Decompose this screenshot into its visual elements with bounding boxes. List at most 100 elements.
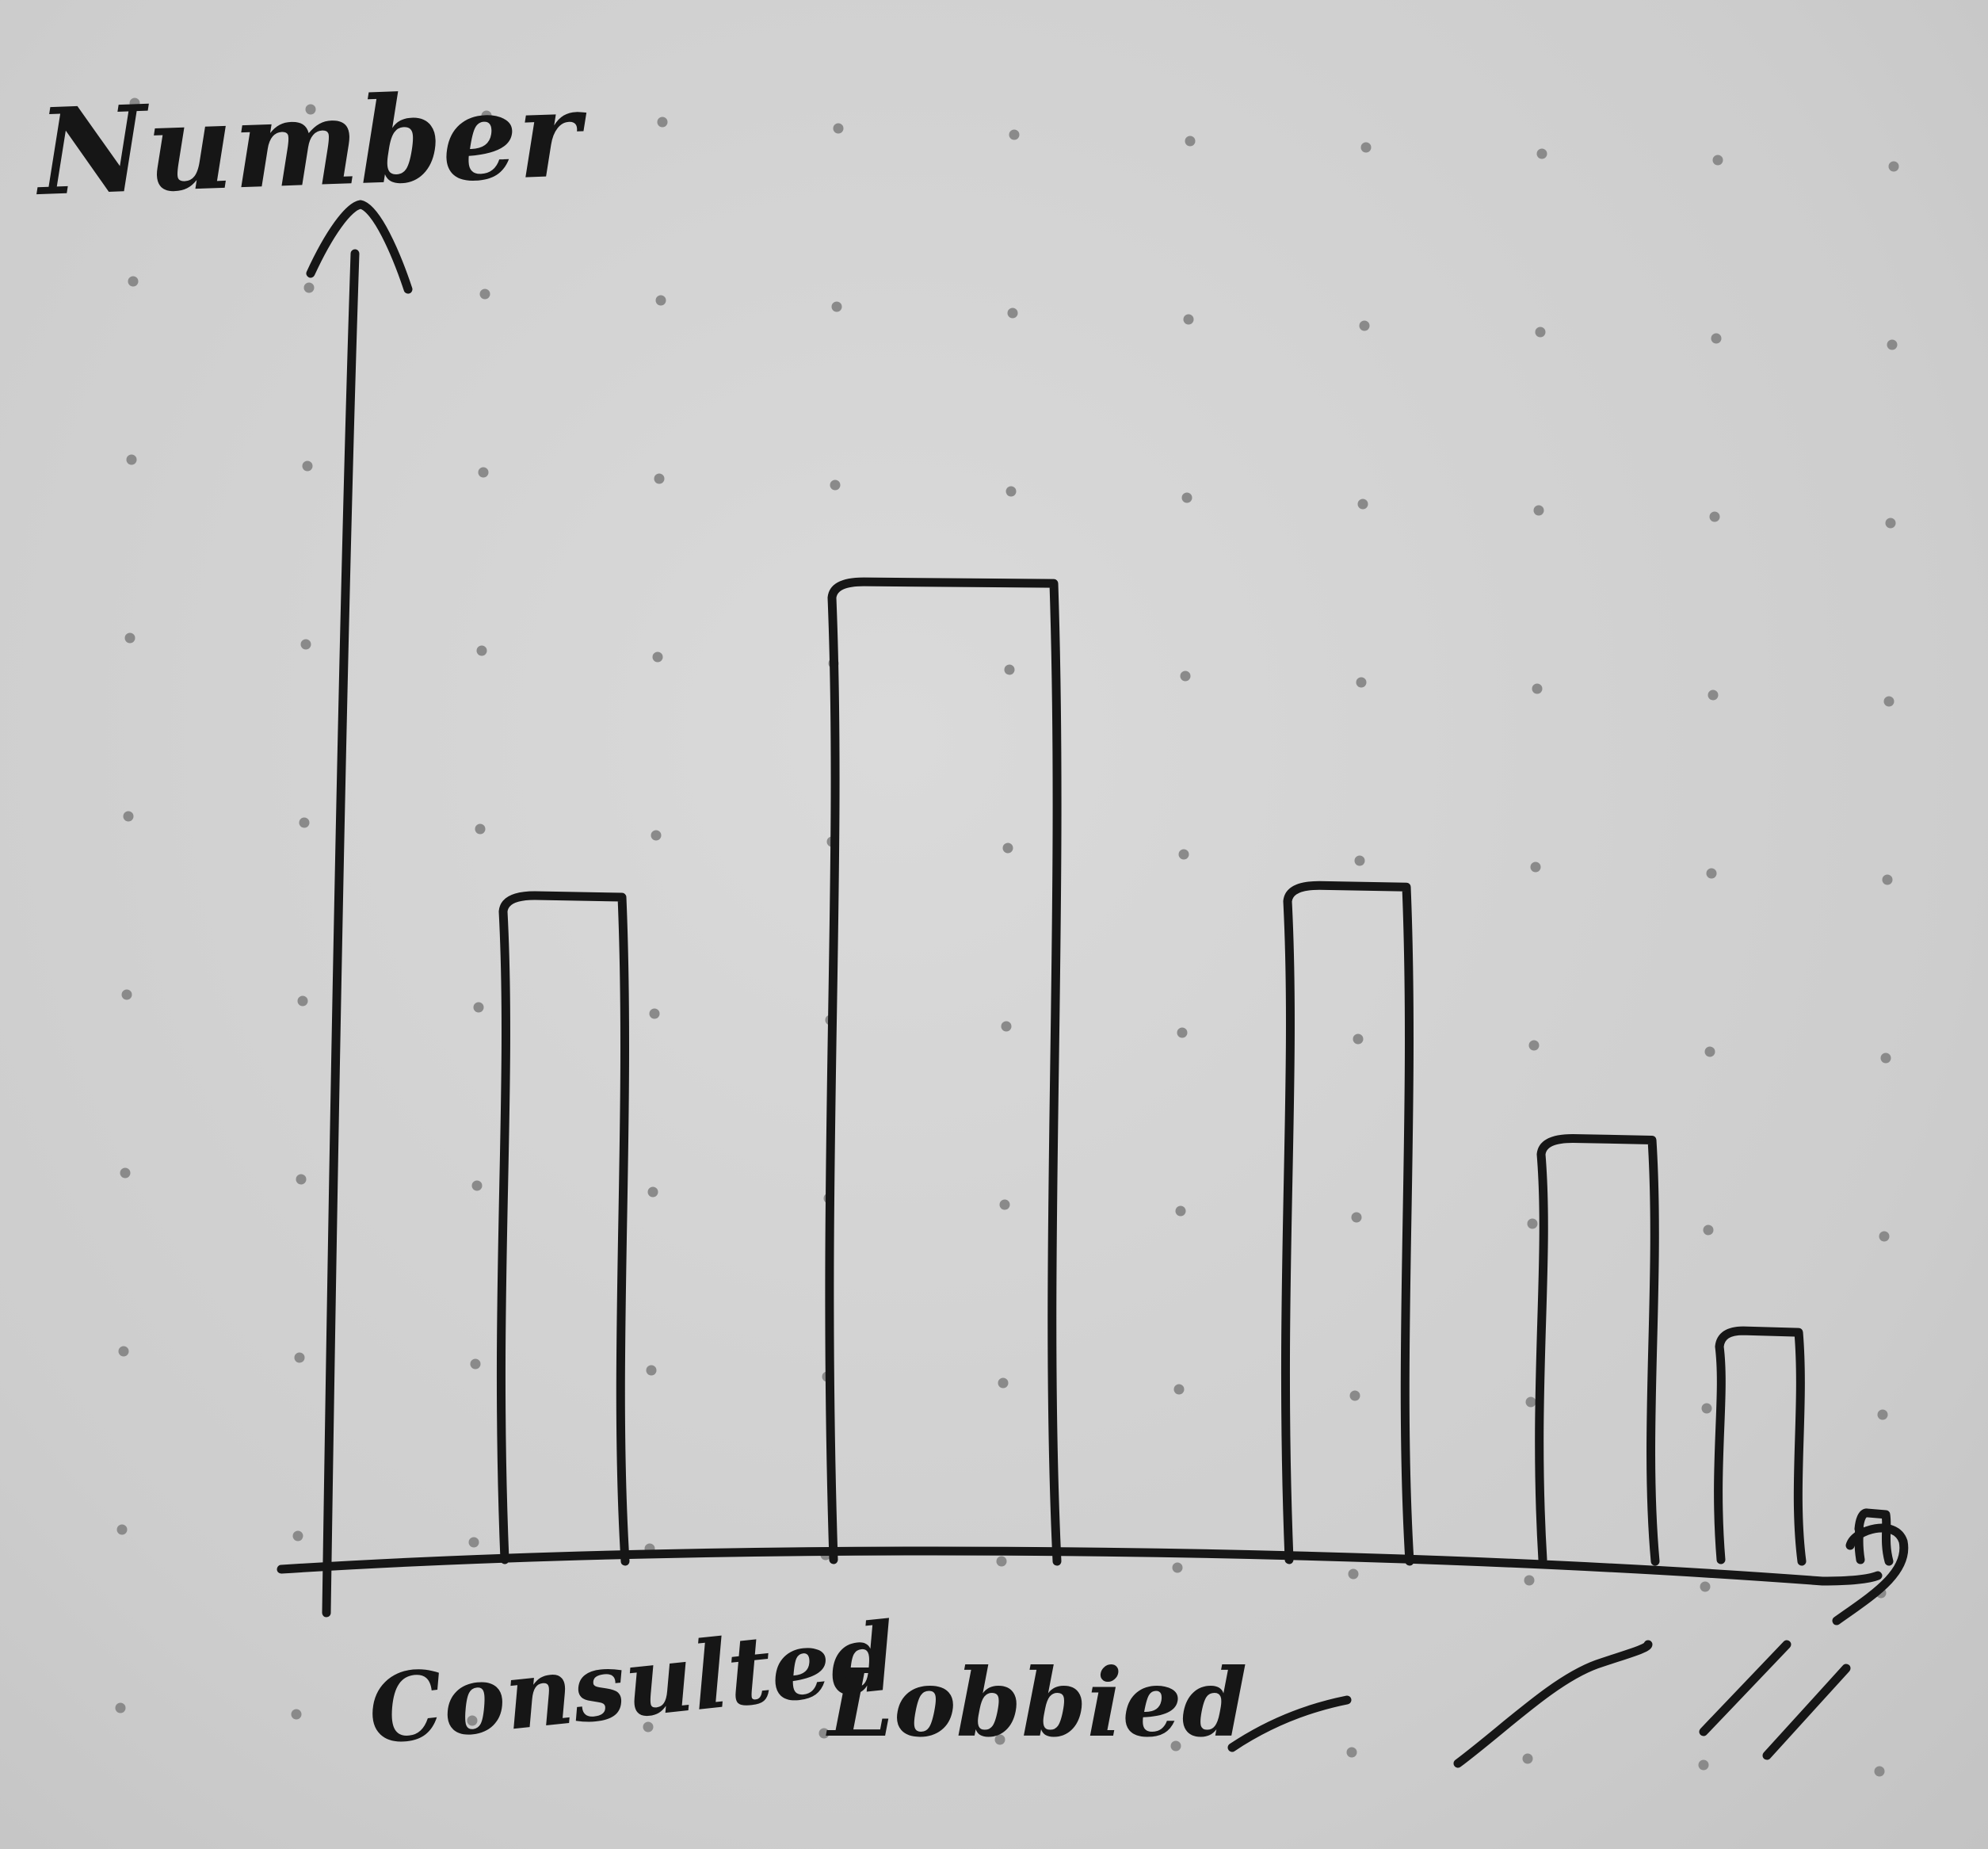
paper-dot (1177, 1027, 1188, 1038)
y-axis-arrowhead (306, 200, 413, 294)
paper-dot (1712, 155, 1723, 166)
paper-dot (643, 1721, 654, 1732)
paper-dot (1009, 129, 1020, 140)
paper-dot (294, 1352, 305, 1363)
paper-dot (1173, 1384, 1185, 1395)
paper-dot (297, 995, 308, 1007)
paper-dot (818, 1728, 830, 1739)
paper-dot (831, 301, 842, 312)
paper-dot (1175, 1205, 1186, 1217)
paper-dot (999, 1199, 1010, 1210)
paper-dot (651, 830, 662, 841)
paper-dot (470, 1358, 481, 1370)
paper-dot (296, 1174, 307, 1185)
paper-dot (468, 1537, 479, 1548)
tick-scribble-5 (1699, 1640, 1791, 1736)
paper-dot (1351, 1212, 1362, 1223)
paper-dot (1525, 1396, 1536, 1408)
paper-dot (1711, 333, 1722, 344)
paper-dot (129, 97, 140, 109)
tick-scribble-4 (1453, 1640, 1653, 1768)
paper-dot (116, 1524, 128, 1535)
paper-dot (1880, 1052, 1891, 1064)
paper-dot (128, 276, 139, 287)
paper-dot (1359, 320, 1370, 331)
paper-dot (1885, 518, 1896, 529)
paper-dot (1709, 511, 1720, 522)
paper-dot (655, 295, 666, 306)
paper-dot (994, 1734, 1005, 1745)
paper-dot (123, 811, 134, 822)
paper-dot (1004, 664, 1015, 675)
paper-dot (291, 1709, 302, 1720)
paper-dot (303, 282, 315, 293)
paper-dot (1170, 1740, 1181, 1752)
paper-dot (1172, 1562, 1183, 1573)
paper-dot (1183, 314, 1194, 325)
paper-dot (471, 1180, 483, 1191)
paper-dot (996, 1556, 1007, 1567)
paper-dot (1522, 1753, 1533, 1764)
paper-dot (1360, 142, 1372, 153)
paper-dot (1698, 1759, 1709, 1771)
paper-dot (1704, 1046, 1715, 1057)
paper-dot (1883, 696, 1895, 707)
paper-dot (475, 823, 486, 835)
paper-dot (1701, 1403, 1712, 1414)
x-axis-line (277, 1546, 1883, 1586)
bar-6 (1854, 1508, 1894, 1566)
paper-dot (1007, 308, 1018, 319)
paper-dot (302, 460, 313, 472)
paper-dot (1536, 148, 1547, 159)
paper-dot (646, 1365, 657, 1376)
paper-dot (1002, 842, 1013, 854)
paper-dot (292, 1530, 303, 1541)
paper-dot (1356, 677, 1367, 688)
paper-dot (830, 479, 841, 491)
paper-dot (1524, 1575, 1535, 1586)
paper-dot (479, 288, 490, 300)
paper-dot (299, 817, 310, 828)
paper-dot (1708, 690, 1719, 701)
paper-dot (1353, 1033, 1364, 1045)
paper-dot (476, 645, 487, 656)
y-axis-line (322, 249, 360, 1618)
paper-dot (649, 1008, 660, 1019)
bar-4 (1535, 1133, 1660, 1566)
tick-scribble-3 (1227, 1695, 1352, 1752)
tick-scribble-6 (1762, 1664, 1851, 1760)
axes: Number (32, 64, 1909, 1626)
paper-dot (1181, 492, 1192, 503)
paper-dot (1888, 161, 1899, 172)
paper-dot (115, 1702, 126, 1713)
paper-dot (478, 467, 489, 478)
paper-dot (1354, 855, 1365, 866)
paper-dot (1535, 327, 1546, 338)
paper-dot (1879, 1231, 1890, 1242)
paper-dot (1700, 1581, 1711, 1592)
x-tick-label-2: Lobbied (826, 1648, 1247, 1758)
x-tick-label-1: Consulted (363, 1601, 900, 1766)
bar-1 (496, 891, 630, 1566)
paper-dot (1348, 1568, 1359, 1580)
unlabelled-tick-scribbles (1227, 1640, 1851, 1768)
paper-dot (1874, 1766, 1885, 1777)
paper-dot (300, 639, 311, 650)
paper-dot (657, 117, 668, 128)
paper-dot (647, 1186, 658, 1198)
paper-dot (1001, 1021, 1012, 1032)
paper-dot (1706, 868, 1717, 879)
paper-dot (1887, 339, 1898, 350)
paper-dot (1527, 1218, 1538, 1229)
x-axis-end-flourish (1832, 1523, 1909, 1626)
paper-dot (121, 989, 132, 1000)
paper-dot (1178, 849, 1189, 860)
paper-dot (1349, 1390, 1360, 1401)
paper-dot (1357, 499, 1368, 510)
paper-dot (126, 454, 137, 465)
paper-dot (1877, 1409, 1888, 1420)
paper-dot (1346, 1747, 1357, 1758)
paper-dot (473, 1002, 484, 1013)
